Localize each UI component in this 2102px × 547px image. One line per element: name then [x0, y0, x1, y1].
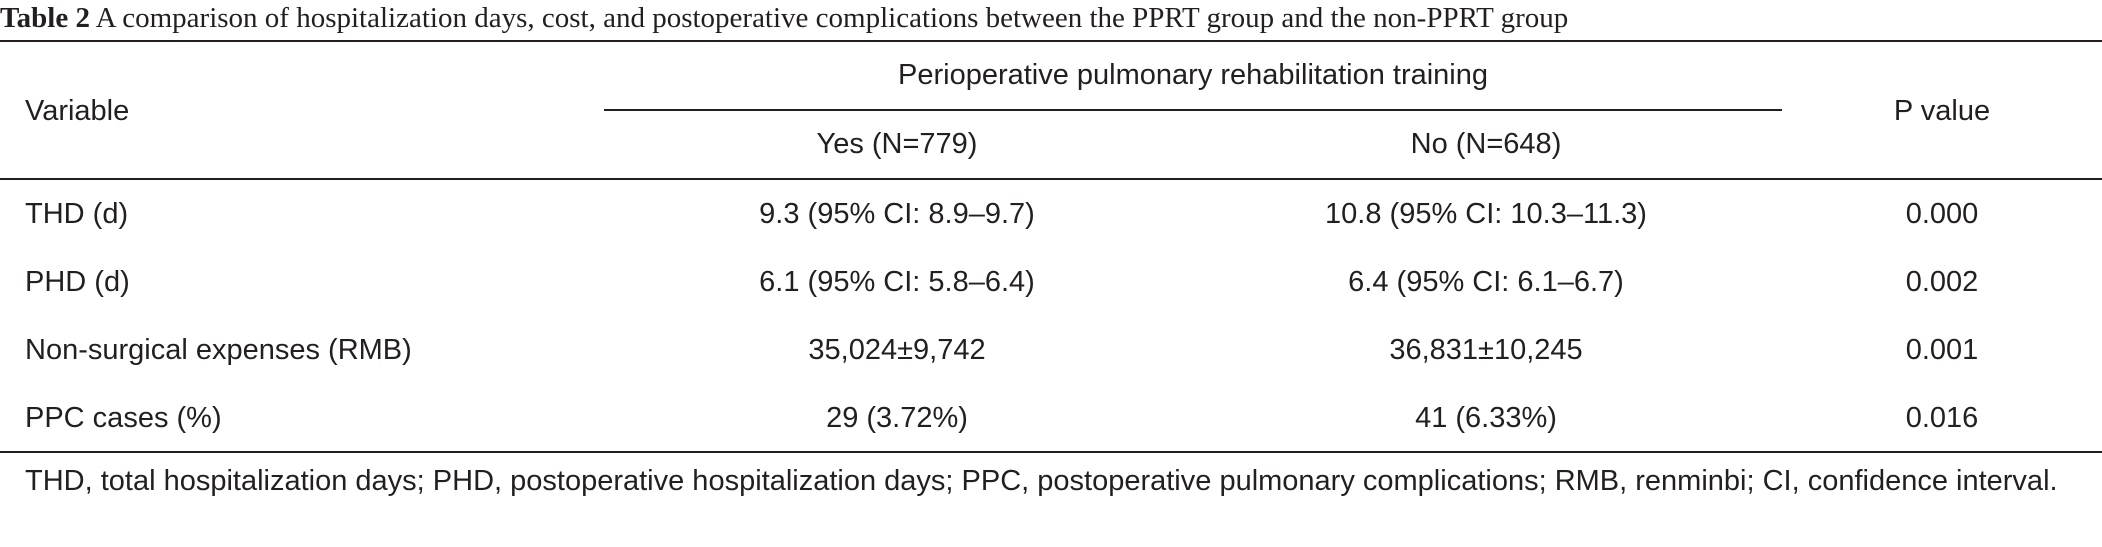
cell-yes: 35,024±9,742 — [808, 334, 986, 366]
header-variable: Variable — [25, 95, 130, 127]
table-title: A comparison of hospitalization days, co… — [95, 2, 1569, 34]
header-no: No (N=648) — [1410, 128, 1562, 160]
cell-p-value: 0.016 — [1905, 402, 1979, 434]
cell-yes: 6.1 (95% CI: 5.8–6.4) — [759, 266, 1035, 298]
cell-variable: PHD (d) — [25, 266, 130, 298]
bottom-rule — [0, 451, 2102, 453]
cell-yes: 29 (3.72%) — [826, 402, 968, 434]
cell-no: 36,831±10,245 — [1389, 334, 1583, 366]
cell-p-value: 0.002 — [1905, 266, 1979, 298]
table-label: Table 2 — [0, 2, 90, 34]
header-rule — [0, 178, 2102, 180]
cell-no: 41 (6.33%) — [1415, 402, 1557, 434]
cell-variable: THD (d) — [25, 198, 129, 230]
header-yes: Yes (N=779) — [816, 128, 978, 160]
cell-yes: 9.3 (95% CI: 8.9–9.7) — [759, 198, 1035, 230]
cell-no: 10.8 (95% CI: 10.3–11.3) — [1325, 198, 1647, 230]
cell-no: 6.4 (95% CI: 6.1–6.7) — [1348, 266, 1624, 298]
group-span-rule — [604, 109, 1782, 111]
table-footnote: THD, total hospitalization days; PHD, po… — [25, 465, 2058, 497]
header-p-value: P value — [1893, 95, 1991, 127]
table-caption: Table 2 A comparison of hospitalization … — [0, 0, 2102, 40]
cell-p-value: 0.001 — [1905, 334, 1979, 366]
cell-variable: PPC cases (%) — [25, 402, 222, 434]
top-rule — [0, 40, 2102, 42]
header-group-span: Perioperative pulmonary rehabilitation t… — [898, 59, 1488, 91]
cell-p-value: 0.000 — [1905, 198, 1979, 230]
cell-variable: Non-surgical expenses (RMB) — [25, 334, 412, 366]
